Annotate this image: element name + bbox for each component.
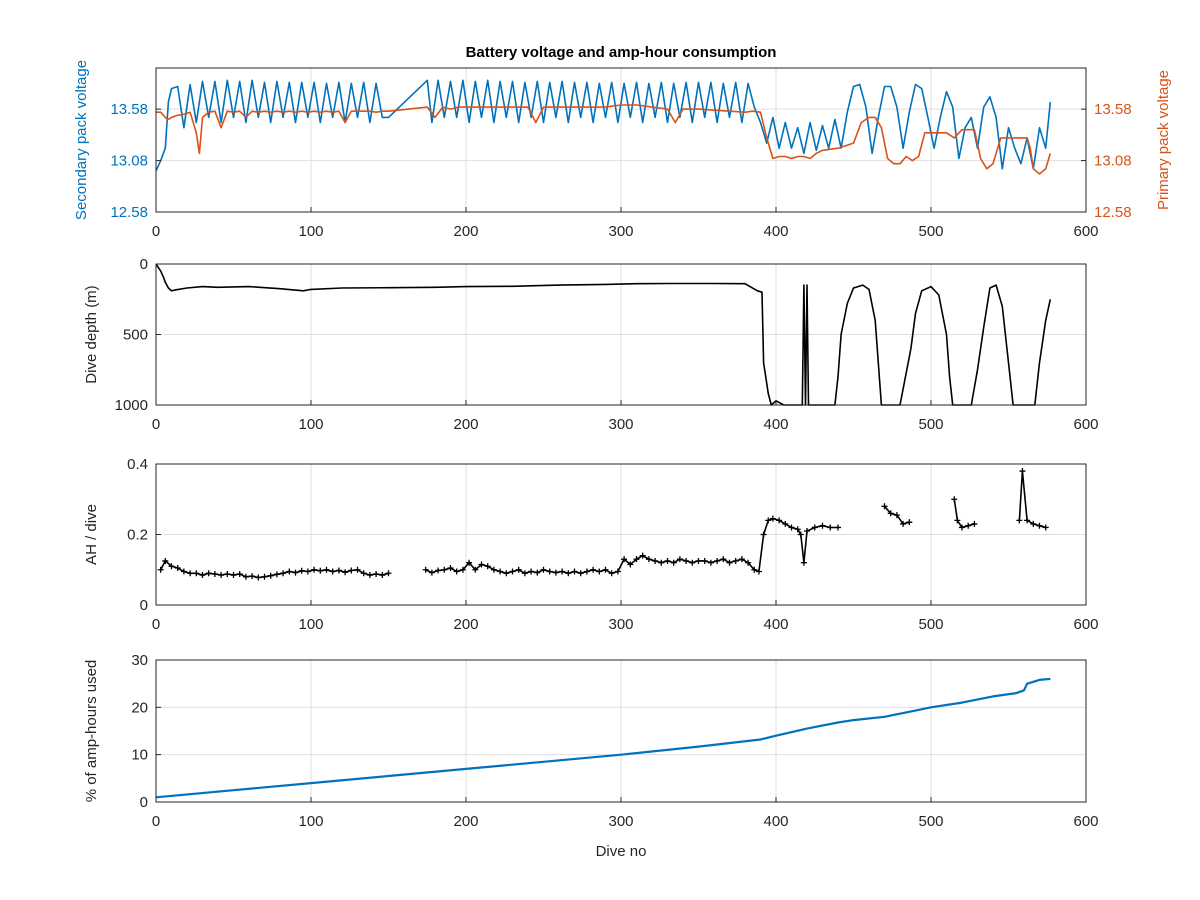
x-tick-label: 600 — [1073, 416, 1098, 433]
y-right-axis-label: Primary pack voltage — [1155, 70, 1172, 210]
ah-per-dive-panel: 0 100 200 300 400 500 600 0 0.2 0.4 AH / dive — [83, 456, 1099, 633]
x-axis-label: Dive no — [596, 843, 647, 860]
x-tick-label: 600 — [1073, 813, 1098, 830]
x-tick-label: 400 — [763, 416, 788, 433]
voltage-panel: 0 100 200 300 400 500 600 12.58 13.08 13.58 12.58 1… — [73, 60, 1172, 240]
y-axis-label: AH / dive — [83, 504, 100, 565]
y-tick-label: 0.4 — [127, 456, 148, 473]
x-tick-label: 400 — [763, 813, 788, 830]
x-tick-label: 500 — [918, 416, 943, 433]
y-tick-label: 13.08 — [110, 153, 148, 170]
x-tick-label: 500 — [918, 813, 943, 830]
secondary-pack-voltage-line — [155, 79, 1052, 172]
y-tick-label: 0 — [140, 794, 148, 811]
x-tick-label: 300 — [608, 416, 633, 433]
x-tick-label: 600 — [1073, 223, 1098, 240]
y-tick-label: 1000 — [115, 397, 148, 414]
depth-panel: 0 100 200 300 400 500 600 0 500 1000 Dive depth (m… — [83, 256, 1099, 433]
data-trace — [159, 471, 1046, 579]
x-tick-label: 300 — [608, 616, 633, 633]
y-right-tick-label: 12.58 — [1094, 204, 1132, 221]
x-tick-label: 0 — [152, 223, 160, 240]
x-tick-label: 0 — [152, 813, 160, 830]
x-tick-label: 500 — [918, 223, 943, 240]
y-tick-label: 500 — [123, 327, 148, 344]
x-tick-label: 100 — [298, 616, 323, 633]
y-tick-label: 30 — [131, 652, 148, 669]
x-tick-label: 0 — [152, 616, 160, 633]
y-tick-label: 10 — [131, 747, 148, 764]
y-tick-label: 13.58 — [110, 101, 148, 118]
x-tick-label: 200 — [453, 813, 478, 830]
x-tick-label: 200 — [453, 416, 478, 433]
figure-title: Battery voltage and amp-hour consumption — [466, 44, 777, 61]
x-tick-label: 0 — [152, 416, 160, 433]
x-tick-label: 100 — [298, 416, 323, 433]
y-axis-label: Secondary pack voltage — [73, 60, 90, 220]
series-0-line — [155, 677, 1051, 799]
y-axis-label: Dive depth (m) — [83, 285, 100, 383]
y-tick-label: 0 — [140, 597, 148, 614]
x-tick-label: 200 — [453, 616, 478, 633]
y-tick-label: 0.2 — [127, 527, 148, 544]
y-axis-label: % of amp-hours used — [83, 660, 100, 803]
x-tick-label: 100 — [298, 813, 323, 830]
primary-pack-voltage-line — [156, 104, 1052, 175]
y-tick-label: 12.58 — [110, 204, 148, 221]
x-tick-label: 500 — [918, 616, 943, 633]
x-tick-label: 200 — [453, 223, 478, 240]
x-tick-label: 400 — [763, 223, 788, 240]
x-tick-label: 300 — [608, 813, 633, 830]
data-point — [422, 566, 429, 573]
amp-hours-panel: 0 100 200 300 400 500 600 0 10 20 30 % of amp-hours… — [83, 652, 1099, 860]
y-right-tick-label: 13.58 — [1094, 101, 1132, 118]
x-tick-label: 100 — [298, 223, 323, 240]
y-tick-label: 0 — [140, 256, 148, 273]
y-right-tick-label: 13.08 — [1094, 153, 1132, 170]
x-tick-label: 600 — [1073, 616, 1098, 633]
x-tick-label: 300 — [608, 223, 633, 240]
y-tick-label: 20 — [131, 699, 148, 716]
x-tick-label: 400 — [763, 616, 788, 633]
